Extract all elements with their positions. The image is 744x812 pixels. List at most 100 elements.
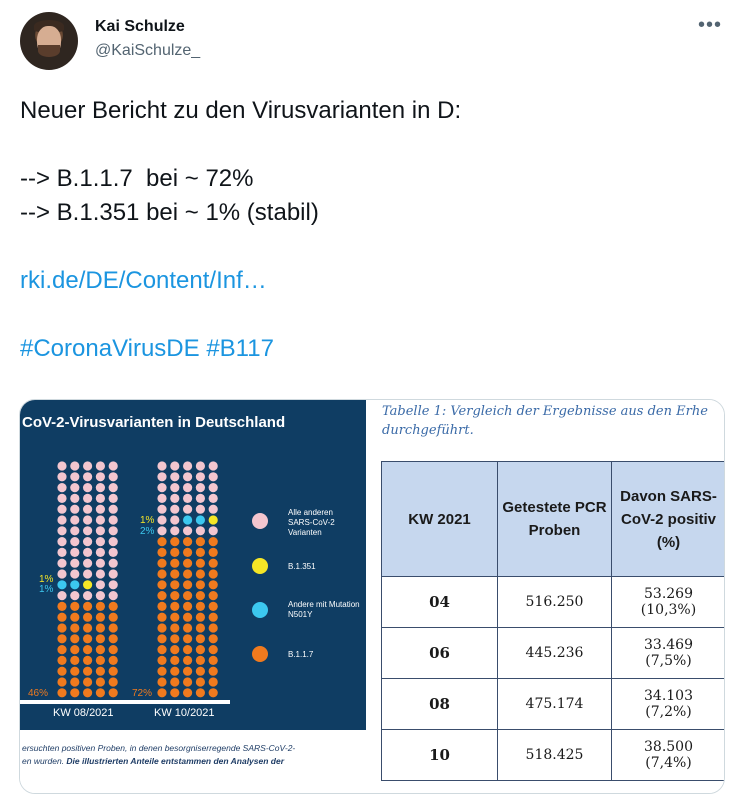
virus-dot-n501y: [70, 580, 80, 590]
virus-dot-other: [170, 493, 180, 503]
virus-dot-b117: [108, 655, 118, 665]
tweet-line: --> B.1.1.7 bei ~ 72%: [20, 165, 254, 192]
virus-dot-other: [83, 558, 93, 568]
virus-dot-b117: [183, 591, 193, 601]
virus-dot-other: [95, 547, 105, 557]
virus-dot-b117: [208, 612, 218, 622]
virus-dot-b117: [157, 677, 167, 687]
legend-icon-b1351: [252, 558, 268, 574]
virus-dot-b117: [157, 655, 167, 665]
virus-dot-b117: [208, 634, 218, 644]
author-handle[interactable]: @KaiSchulze_: [95, 42, 201, 59]
infographic-title: CoV-2-Virusvarianten in Deutschland: [22, 414, 286, 431]
virus-dot-other: [57, 591, 67, 601]
pct-b1351-kw08: 1%: [39, 574, 54, 585]
header-positive: Davon SARS-CoV-2 positiv (%): [611, 461, 724, 577]
virus-dot-other: [83, 569, 93, 579]
more-horizontal-icon[interactable]: •••: [697, 14, 722, 36]
virus-dot-b117: [170, 569, 180, 579]
legend-icon-b117: [252, 646, 268, 662]
virus-dot-other: [83, 472, 93, 482]
virus-dot-b117: [57, 688, 67, 698]
virus-dot-b117: [208, 580, 218, 590]
virus-dot-b117: [195, 645, 205, 655]
virus-dot-b117: [208, 547, 218, 557]
virus-dot-b117: [70, 612, 80, 622]
virus-dot-b117: [170, 634, 180, 644]
author-name[interactable]: Kai Schulze: [95, 18, 185, 35]
kw-label-08: KW 08/2021: [53, 707, 114, 719]
table-caption-line: Tabelle 1: Vergleich der Ergebnisse aus …: [382, 404, 708, 419]
virus-dot-b117: [95, 612, 105, 622]
virus-dot-other: [57, 493, 67, 503]
virus-dot-other: [108, 493, 118, 503]
virus-dot-b117: [183, 580, 193, 590]
virus-dot-other: [108, 547, 118, 557]
virus-dot-b117: [170, 580, 180, 590]
virus-dot-b117: [70, 688, 80, 698]
virus-dot-other: [183, 493, 193, 503]
virus-dot-b117: [183, 623, 193, 633]
virus-dot-b117: [208, 655, 218, 665]
virus-dot-other: [70, 547, 80, 557]
legend-icon-n501y: [252, 602, 268, 618]
virus-dot-other: [57, 569, 67, 579]
virus-dot-b117: [157, 645, 167, 655]
virus-dot-b117: [170, 623, 180, 633]
virus-dot-other: [95, 558, 105, 568]
virus-dot-b117: [95, 677, 105, 687]
virus-dot-other: [83, 547, 93, 557]
virus-dot-other: [95, 472, 105, 482]
virus-dot-b117: [195, 623, 205, 633]
virus-dot-b117: [83, 601, 93, 611]
virus-dot-b117: [195, 601, 205, 611]
virus-dot-other: [83, 515, 93, 525]
virus-dot-b117: [83, 612, 93, 622]
virus-dot-other: [208, 504, 218, 514]
virus-dot-b117: [183, 655, 193, 665]
virus-dot-b117: [208, 569, 218, 579]
virus-dot-n501y: [57, 580, 67, 590]
tweet-media[interactable]: CoV-2-Virusvarianten in Deutschland KW 0…: [19, 399, 725, 794]
tweet-line: Neuer Bericht zu den Virusvarianten in D…: [20, 97, 462, 124]
virus-dot-b1351: [83, 580, 93, 590]
virus-dot-other: [95, 526, 105, 536]
tweet-link[interactable]: rki.de/DE/Content/Inf…: [20, 267, 267, 294]
cell-positive: 53.269 (10,3%): [611, 576, 724, 628]
infographic-caption: ersuchten positiven Proben, in denen bes…: [22, 742, 366, 768]
virus-dot-b117: [70, 623, 80, 633]
virus-dot-b117: [157, 591, 167, 601]
virus-dot-b117: [83, 666, 93, 676]
virus-dot-other: [57, 483, 67, 493]
virus-dot-other: [157, 461, 167, 471]
virus-dot-b117: [208, 558, 218, 568]
tweet-line: --> B.1.351 bei ~ 1% (stabil): [20, 199, 319, 226]
media-image-left[interactable]: CoV-2-Virusvarianten in Deutschland KW 0…: [20, 400, 366, 793]
virus-dot-other: [208, 493, 218, 503]
avatar-beard: [38, 45, 60, 57]
virus-dot-other: [195, 493, 205, 503]
virus-dot-b117: [157, 623, 167, 633]
virus-dot-other: [108, 558, 118, 568]
virus-dot-b117: [157, 601, 167, 611]
virus-dot-b117: [95, 601, 105, 611]
cell-tests: 516.250: [497, 576, 612, 628]
virus-dot-b117: [70, 655, 80, 665]
virus-dot-b117: [157, 547, 167, 557]
virus-dot-other: [170, 483, 180, 493]
virus-dot-other: [108, 591, 118, 601]
virus-dot-b117: [108, 688, 118, 698]
virus-dot-other: [57, 547, 67, 557]
avatar[interactable]: [20, 12, 78, 70]
virus-dot-b117: [170, 591, 180, 601]
tweet-hashtags[interactable]: #CoronaVirusDE #B117: [20, 335, 274, 362]
virus-dot-n501y: [195, 515, 205, 525]
virus-dot-b117: [195, 612, 205, 622]
virus-dot-other: [83, 504, 93, 514]
virus-dot-other: [183, 483, 193, 493]
virus-dot-other: [70, 493, 80, 503]
virus-dot-b117: [170, 677, 180, 687]
virus-dot-n501y: [183, 515, 193, 525]
media-image-right[interactable]: Tabelle 1: Vergleich der Ergebnisse aus …: [366, 400, 724, 793]
virus-dot-b117: [170, 688, 180, 698]
